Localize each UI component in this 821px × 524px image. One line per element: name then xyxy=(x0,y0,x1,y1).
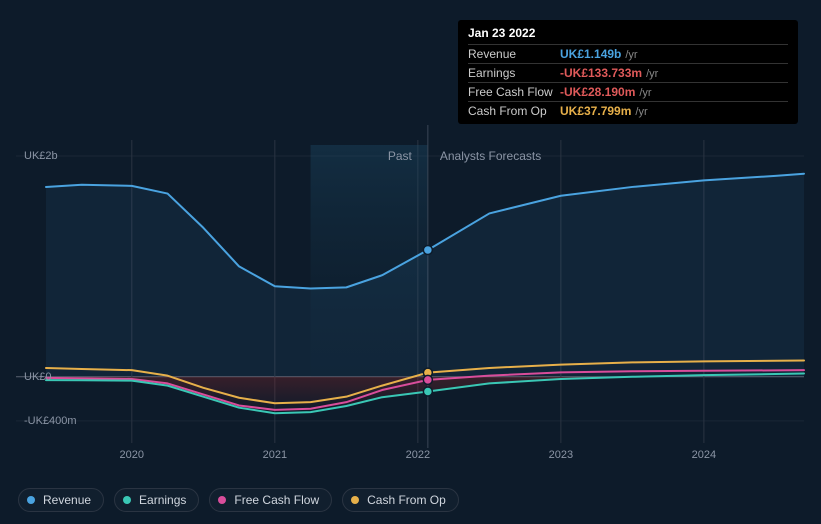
tooltip-row: Earnings-UK£133.733m/yr xyxy=(468,63,788,82)
y-axis-label: UK£0 xyxy=(24,371,52,383)
legend-dot-icon xyxy=(351,496,359,504)
tooltip-value: UK£37.799m xyxy=(560,104,631,118)
legend-item-cash-from-op[interactable]: Cash From Op xyxy=(342,488,459,512)
tooltip-row: Cash From OpUK£37.799m/yr xyxy=(468,101,788,120)
y-axis-label: -UK£400m xyxy=(24,415,77,427)
tooltip-row: Free Cash Flow-UK£28.190m/yr xyxy=(468,82,788,101)
tooltip-value: UK£1.149b xyxy=(560,47,621,61)
tooltip-value: -UK£133.733m xyxy=(560,66,642,80)
tooltip-label: Free Cash Flow xyxy=(468,85,560,99)
y-axis-label: UK£2b xyxy=(24,150,58,162)
hover-tooltip: Jan 23 2022 RevenueUK£1.149b/yrEarnings-… xyxy=(458,20,798,124)
legend-item-earnings[interactable]: Earnings xyxy=(114,488,199,512)
legend-item-free-cash-flow[interactable]: Free Cash Flow xyxy=(209,488,332,512)
tooltip-value: -UK£28.190m xyxy=(560,85,635,99)
chart-container: Jan 23 2022 RevenueUK£1.149b/yrEarnings-… xyxy=(0,0,821,524)
legend-dot-icon xyxy=(123,496,131,504)
legend-dot-icon xyxy=(27,496,35,504)
legend-label: Free Cash Flow xyxy=(234,493,319,507)
legend-item-revenue[interactable]: Revenue xyxy=(18,488,104,512)
x-axis-label: 2020 xyxy=(120,449,144,461)
forecast-label: Analysts Forecasts xyxy=(440,149,541,163)
tooltip-suffix: /yr xyxy=(639,87,651,99)
hover-marker-free-cash-flow xyxy=(423,375,432,384)
x-axis-label: 2022 xyxy=(406,449,430,461)
tooltip-suffix: /yr xyxy=(625,49,637,61)
legend-label: Revenue xyxy=(43,493,91,507)
tooltip-date: Jan 23 2022 xyxy=(468,26,788,44)
legend: Revenue Earnings Free Cash Flow Cash From O… xyxy=(18,488,459,512)
legend-label: Cash From Op xyxy=(367,493,446,507)
tooltip-label: Cash From Op xyxy=(468,104,560,118)
hover-marker-earnings xyxy=(423,387,432,396)
tooltip-row: RevenueUK£1.149b/yr xyxy=(468,44,788,63)
legend-label: Earnings xyxy=(139,493,186,507)
tooltip-label: Revenue xyxy=(468,47,560,61)
tooltip-suffix: /yr xyxy=(635,106,647,118)
tooltip-suffix: /yr xyxy=(646,68,658,80)
hover-marker-revenue xyxy=(423,245,432,254)
x-axis-label: 2021 xyxy=(263,449,287,461)
tooltip-label: Earnings xyxy=(468,66,560,80)
x-axis-label: 2023 xyxy=(549,449,573,461)
legend-dot-icon xyxy=(218,496,226,504)
past-label: Past xyxy=(388,149,412,163)
x-axis-label: 2024 xyxy=(692,449,716,461)
